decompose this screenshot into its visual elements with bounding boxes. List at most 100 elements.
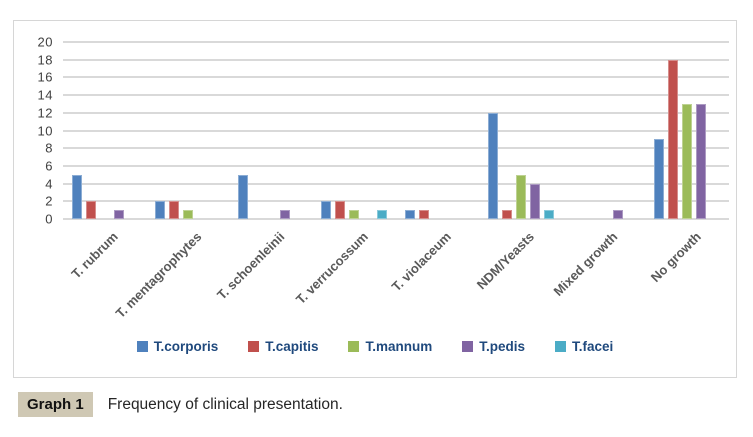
bar (182, 210, 193, 219)
legend-item: T.pedis (462, 339, 525, 354)
gridline (63, 182, 729, 185)
bar-slot (515, 42, 526, 219)
y-tick-label: 14 (37, 87, 53, 103)
bar-group (230, 42, 313, 219)
x-category-label: T. mentagrophytes (112, 229, 205, 321)
bar (321, 201, 332, 219)
gridline (63, 200, 729, 203)
x-category-label: T. schoenleinii (214, 229, 288, 303)
bar-slot (501, 42, 512, 219)
bar (515, 174, 526, 219)
bar (696, 103, 707, 219)
y-tick-label: 20 (37, 34, 53, 50)
caption-badge: Graph 1 (18, 392, 93, 417)
gridline (63, 94, 729, 97)
bar-slot (349, 42, 360, 219)
bar (654, 139, 665, 219)
x-category-label: NDM/Yeasts (474, 229, 538, 293)
bar-slot (627, 42, 637, 219)
bar-slot (529, 42, 540, 219)
bar-slot (113, 42, 124, 219)
bar-slot (543, 42, 554, 219)
bar (113, 210, 124, 219)
bar-slot (461, 42, 471, 219)
caption-text: Frequency of clinical presentation. (107, 395, 343, 413)
bar (418, 210, 429, 219)
gridline (63, 218, 729, 220)
x-axis-labels: T. rubrum T. mentagrophytes T. schoenleini… (63, 219, 729, 323)
legend-swatch (555, 341, 567, 352)
bar-slot (447, 42, 457, 219)
bar-slot (668, 42, 679, 219)
bar-slot (85, 42, 96, 219)
gridline (63, 129, 729, 132)
bar-slot (696, 42, 707, 219)
bar (335, 201, 346, 219)
x-category-label: T. rubrum (68, 229, 122, 282)
bar (543, 210, 554, 219)
legend-label: T.corporis (153, 339, 219, 354)
bar (377, 210, 388, 219)
legend-swatch (348, 341, 360, 352)
bar-slot (599, 42, 609, 219)
gridline (63, 147, 729, 150)
bar (71, 174, 82, 219)
bar-slot (211, 42, 221, 219)
bar-groups (63, 42, 729, 219)
bar-slot (335, 42, 346, 219)
legend-item: T.mannum (348, 339, 432, 354)
y-tick-label: 18 (37, 52, 53, 68)
legend-item: T.corporis (136, 339, 219, 354)
legend-label: T.pedis (479, 339, 526, 354)
bar (85, 201, 96, 219)
caption: Graph 1 Frequency of clinical presentati… (18, 392, 343, 417)
gridline (63, 58, 729, 61)
bar-slot (613, 42, 624, 219)
y-tick-label: 12 (37, 105, 53, 121)
legend-swatch (248, 341, 260, 352)
legend-swatch (136, 341, 148, 352)
bar-group (146, 42, 229, 219)
bar-slot (252, 42, 262, 219)
bar-group (396, 42, 479, 219)
bar-slot (571, 42, 581, 219)
y-tick-label: 2 (45, 193, 53, 209)
bar-slot (321, 42, 332, 219)
bar-slot (404, 42, 415, 219)
gridline (63, 76, 729, 79)
bar-group (563, 42, 646, 219)
bar (168, 201, 179, 219)
bar-slot (710, 42, 720, 219)
bar (404, 210, 415, 219)
x-category-label: T. verrucossum (292, 229, 371, 308)
bar-group (63, 42, 146, 219)
legend-label: T.capitis (265, 339, 319, 354)
y-tick-label: 6 (45, 158, 53, 174)
legend: T.corporis T.capitis T.mannum T.pedis T.face… (14, 339, 736, 354)
bar-group (313, 42, 396, 219)
bar-slot (238, 42, 249, 219)
bar (487, 112, 498, 219)
bar (682, 103, 693, 219)
bar (529, 183, 540, 219)
bar-slot (128, 42, 138, 219)
bar (668, 59, 679, 219)
bar-slot (418, 42, 429, 219)
x-category-label: No growth (647, 229, 704, 286)
bar-slot (294, 42, 304, 219)
x-category-label: T. violaceum (388, 229, 455, 295)
bar-slot (280, 42, 291, 219)
bar-slot (182, 42, 193, 219)
bar-slot (377, 42, 388, 219)
legend-label: T.mannum (365, 339, 433, 354)
bar-slot (682, 42, 693, 219)
bar (613, 210, 624, 219)
bar-slot (100, 42, 110, 219)
bar-slot (487, 42, 498, 219)
bar-chart: 20 18 16 14 12 10 8 6 4 2 0 T. rubrum T. mentagroph… (13, 20, 737, 378)
bar-slot (266, 42, 276, 219)
legend-item: T.facei (555, 339, 613, 354)
bar-group (479, 42, 562, 219)
bar-slot (654, 42, 665, 219)
